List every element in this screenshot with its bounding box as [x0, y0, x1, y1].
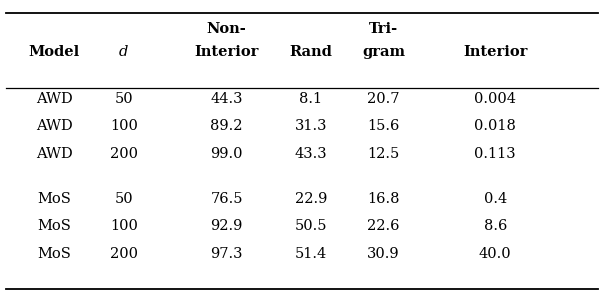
- Text: MoS: MoS: [37, 192, 71, 206]
- Text: 100: 100: [110, 119, 138, 133]
- Text: AWD: AWD: [36, 147, 72, 161]
- Text: Non-: Non-: [207, 22, 246, 36]
- Text: 0.004: 0.004: [474, 92, 516, 106]
- Text: 89.2: 89.2: [210, 119, 243, 133]
- Text: MoS: MoS: [37, 247, 71, 261]
- Text: Interior: Interior: [194, 45, 259, 59]
- Text: 22.9: 22.9: [295, 192, 327, 206]
- Text: 100: 100: [110, 219, 138, 233]
- Text: 50: 50: [115, 92, 133, 106]
- Text: 40.0: 40.0: [479, 247, 512, 261]
- Text: 16.8: 16.8: [367, 192, 400, 206]
- Text: 15.6: 15.6: [367, 119, 400, 133]
- Text: 8.1: 8.1: [300, 92, 323, 106]
- Text: 44.3: 44.3: [210, 92, 243, 106]
- Text: 97.3: 97.3: [210, 247, 243, 261]
- Text: 0.4: 0.4: [484, 192, 507, 206]
- Text: Interior: Interior: [463, 45, 527, 59]
- Text: Tri-: Tri-: [369, 22, 398, 36]
- Text: 92.9: 92.9: [210, 219, 243, 233]
- Text: gram: gram: [362, 45, 405, 59]
- Text: 50: 50: [115, 192, 133, 206]
- Text: 200: 200: [110, 147, 138, 161]
- Text: 8.6: 8.6: [484, 219, 507, 233]
- Text: 12.5: 12.5: [367, 147, 400, 161]
- Text: 51.4: 51.4: [295, 247, 327, 261]
- Text: d: d: [119, 45, 129, 59]
- Text: Model: Model: [29, 45, 80, 59]
- Text: 43.3: 43.3: [295, 147, 327, 161]
- Text: 0.113: 0.113: [475, 147, 516, 161]
- Text: 22.6: 22.6: [367, 219, 400, 233]
- Text: 50.5: 50.5: [295, 219, 327, 233]
- Text: 30.9: 30.9: [367, 247, 400, 261]
- Text: AWD: AWD: [36, 119, 72, 133]
- Text: 200: 200: [110, 247, 138, 261]
- Text: Rand: Rand: [290, 45, 332, 59]
- Text: 20.7: 20.7: [367, 92, 400, 106]
- Text: 31.3: 31.3: [295, 119, 327, 133]
- Text: 76.5: 76.5: [210, 192, 243, 206]
- Text: MoS: MoS: [37, 219, 71, 233]
- Text: 99.0: 99.0: [210, 147, 243, 161]
- Text: AWD: AWD: [36, 92, 72, 106]
- Text: 0.018: 0.018: [474, 119, 516, 133]
